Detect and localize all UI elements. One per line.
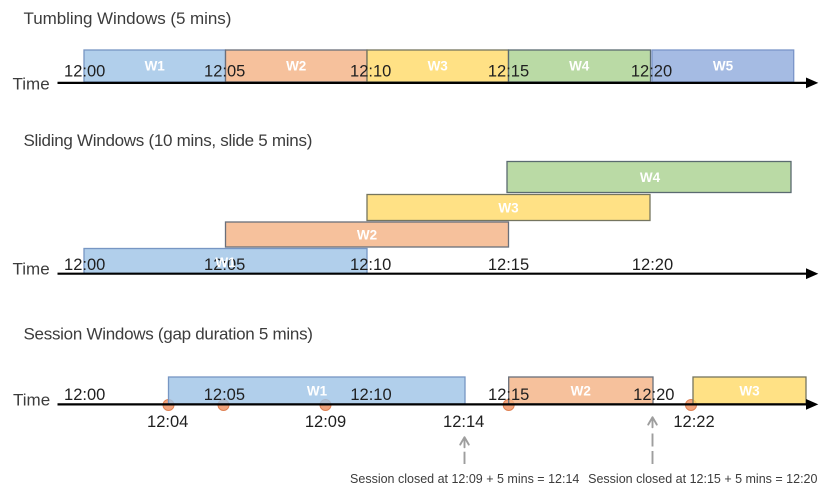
- svg-text:12:05: 12:05: [204, 256, 245, 274]
- svg-text:Time: Time: [13, 259, 50, 278]
- svg-text:W4: W4: [640, 170, 661, 185]
- svg-text:W4: W4: [569, 59, 590, 74]
- svg-text:Session closed at 12:09 + 5 mi: Session closed at 12:09 + 5 mins = 12:14: [350, 472, 579, 486]
- svg-text:Time: Time: [13, 391, 50, 410]
- svg-text:Session closed at 12:15 + 5 mi: Session closed at 12:15 + 5 mins = 12:20: [588, 472, 817, 486]
- svg-text:12:15: 12:15: [488, 256, 529, 274]
- svg-text:W3: W3: [498, 200, 519, 215]
- svg-text:Time: Time: [13, 75, 50, 94]
- svg-text:12:10: 12:10: [350, 256, 391, 274]
- svg-text:Sliding Windows (10 mins, slid: Sliding Windows (10 mins, slide 5 mins): [24, 131, 313, 150]
- svg-text:12:10: 12:10: [350, 63, 391, 81]
- svg-text:W2: W2: [571, 383, 591, 398]
- svg-text:12:00: 12:00: [64, 386, 105, 404]
- svg-text:12:09: 12:09: [305, 413, 346, 431]
- svg-text:W1: W1: [307, 383, 328, 398]
- svg-text:12:14: 12:14: [443, 413, 484, 431]
- svg-text:12:15: 12:15: [488, 63, 529, 81]
- svg-text:W5: W5: [713, 59, 734, 74]
- svg-text:12:10: 12:10: [350, 386, 391, 404]
- svg-text:W3: W3: [739, 383, 760, 398]
- svg-text:W3: W3: [428, 59, 449, 74]
- svg-text:12:20: 12:20: [632, 256, 673, 274]
- svg-text:W2: W2: [357, 227, 377, 242]
- svg-text:W1: W1: [145, 59, 166, 74]
- svg-text:Session Windows (gap duration: Session Windows (gap duration 5 mins): [24, 325, 313, 344]
- svg-text:Tumbling Windows (5 mins): Tumbling Windows (5 mins): [24, 9, 232, 28]
- svg-text:W2: W2: [286, 59, 306, 74]
- svg-text:12:22: 12:22: [673, 413, 714, 431]
- svg-text:12:15: 12:15: [488, 386, 529, 404]
- svg-text:12:05: 12:05: [204, 386, 245, 404]
- svg-text:12:00: 12:00: [64, 256, 105, 274]
- svg-text:12:05: 12:05: [204, 63, 245, 81]
- svg-text:12:00: 12:00: [64, 63, 105, 81]
- svg-text:12:20: 12:20: [631, 63, 672, 81]
- svg-text:12:04: 12:04: [147, 413, 188, 431]
- svg-text:12:20: 12:20: [633, 386, 674, 404]
- svg-text:W1: W1: [215, 255, 236, 270]
